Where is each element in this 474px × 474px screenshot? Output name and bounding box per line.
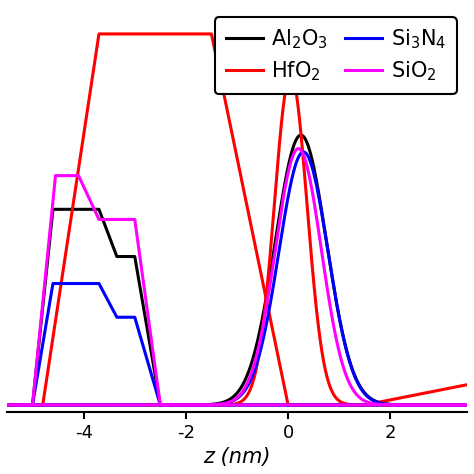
X-axis label: z (nm): z (nm) (203, 447, 271, 467)
Legend: Al$_2$O$_3$, HfO$_2$, Si$_3$N$_4$, SiO$_2$: Al$_2$O$_3$, HfO$_2$, Si$_3$N$_4$, SiO$_… (215, 18, 456, 94)
